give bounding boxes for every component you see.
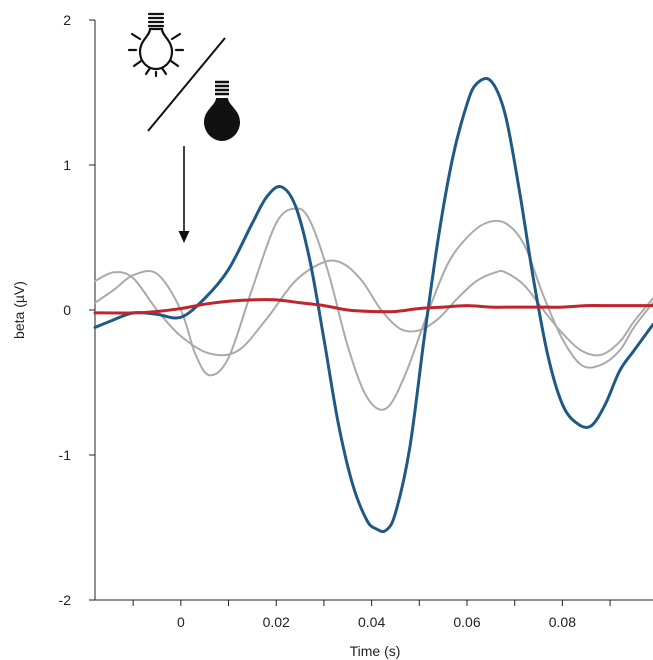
x-tick-label: 0.04 [358,614,385,630]
y-tick-label: -2 [59,592,72,608]
y-tick-label: 1 [63,157,71,173]
y-tick-label: 2 [63,12,71,28]
y-tick-label: -1 [59,447,72,463]
light-bulb-on-icon [127,12,185,78]
y-axis-title: beta (µV) [11,281,27,339]
series-line-1 [94,207,653,411]
x-tick-label: 0.08 [549,614,576,630]
x-axis-title: Time (s) [350,643,401,659]
series-line-0 [93,77,653,534]
divider-slash [147,37,226,132]
series-line-3 [93,298,653,315]
x-tick-label: 0.06 [453,614,480,630]
stimulus-arrow-icon [178,146,190,243]
y-ticks: 2 1 0 -1 -2 [59,12,95,608]
y-tick-label: 0 [63,302,71,318]
x-ticks: 0 0.02 0.04 0.06 0.08 [132,600,611,630]
light-bulb-off-icon [204,80,240,141]
x-tick-label: 0 [177,614,185,630]
series-layer [93,77,653,534]
x-tick-label: 0.02 [263,614,290,630]
series-line-2 [94,259,653,357]
